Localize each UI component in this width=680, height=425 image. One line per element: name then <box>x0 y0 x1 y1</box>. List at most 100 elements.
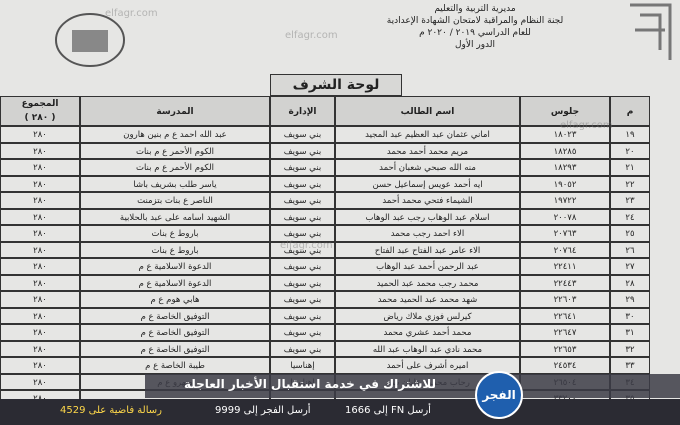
cell: بني سويف <box>270 324 335 341</box>
column-header: جلوس <box>520 96 610 126</box>
cell: باروط ع بنات <box>80 225 270 242</box>
cell: الناصر ع بنات بتزمنت <box>80 192 270 209</box>
cell: التوفيق الخاصة ع م <box>80 324 270 341</box>
banner-headline: للاشتراك في خدمة استقبال الأخبار العاجلة <box>183 377 437 391</box>
cell: ٢٨٠ <box>0 192 80 209</box>
banner-option: رسالة فاضية على 4529 <box>60 405 162 416</box>
cell: اميره أشرف على أحمد <box>335 357 520 374</box>
banner-option: أرسل الفجر إلى 9999 <box>215 405 311 416</box>
cell: الاء عامر عبد الفتاح عبد الفتاح <box>335 241 520 258</box>
cell: الاء احمد رجب محمد <box>335 225 520 242</box>
header-line: للعام الدراسي ٢٠١٩ / ٢٠٢٠ م <box>419 28 531 38</box>
cell: ١٨٠٢٣ <box>520 126 610 143</box>
cell: ٢٤ <box>610 208 650 225</box>
cell: ٢٢٦٤١ <box>520 307 610 324</box>
cell: ٢٢٦٥٣ <box>520 340 610 357</box>
cell: ٣٢ <box>610 340 650 357</box>
cell: ٢٠٠٧٨ <box>520 208 610 225</box>
cell: بني سويف <box>270 159 335 176</box>
cell: بني سويف <box>270 274 335 291</box>
watermark: elfagr.com <box>105 8 158 19</box>
cell: اماني عثمان عبد العظيم عبد المجيد <box>335 126 520 143</box>
cell: ١٩٠٥٢ <box>520 175 610 192</box>
column-label: اسم الطالب <box>400 107 455 117</box>
header-line: الدور الأول <box>454 40 496 50</box>
banner-bottom: أرسل FN إلى 1666 أرسل الفجر إلى 9999 رسا… <box>0 399 680 425</box>
cell: ٢٨٠ <box>0 175 80 192</box>
cell: بني سويف <box>270 175 335 192</box>
cell: ٢٨٠ <box>0 159 80 176</box>
cell: طيبة الخاصة ع م <box>80 357 270 374</box>
cell: ٢٨٠ <box>0 126 80 143</box>
header-line: لجنة النظام والمراقبة لامتحان الشهادة ال… <box>386 16 564 26</box>
cell: ٢٠٧٦٣ <box>520 225 610 242</box>
cell: منه الله صبحي شعبان أحمد <box>335 159 520 176</box>
cell: ٢٨ <box>610 274 650 291</box>
cell: كيرلس فوزي ملاك رياض <box>335 307 520 324</box>
cell: الكوم الأحمر ع م بنات <box>80 159 270 176</box>
cell: محمد رجب محمد عبد الحميد <box>335 274 520 291</box>
title: لوحة الشرف <box>270 74 402 96</box>
cell: بني سويف <box>270 241 335 258</box>
cell: عبد الرحمن أحمد عبد الوهاب <box>335 258 520 275</box>
column-header: الإدارة <box>270 96 335 126</box>
cell: الشهيد اسامه على عبد بالحلابية <box>80 208 270 225</box>
cell: محمد أحمد عشري محمد <box>335 324 520 341</box>
cell: مريم محمد أحمد محمد <box>335 142 520 159</box>
logo: الفجر <box>475 371 523 419</box>
watermark: elfagr.com <box>560 120 613 131</box>
cell: باروط ع بنات <box>80 241 270 258</box>
cell: ٢٢٦٤٧ <box>520 324 610 341</box>
cell: ٢٨٠ <box>0 208 80 225</box>
cell: بني سويف <box>270 291 335 308</box>
cell: ٢٨٠ <box>0 340 80 357</box>
column-max: ( ٢٨٠ ) <box>24 113 56 123</box>
cell: التوفيق الخاصة ع م <box>80 340 270 357</box>
cell: ٢٢٤٤٣ <box>520 274 610 291</box>
cell: الكوم الأحمر ع م بنات <box>80 142 270 159</box>
cell: ٢١ <box>610 159 650 176</box>
watermark: elfagr.com <box>285 30 338 41</box>
cell: ١٨٢٩٣ <box>520 159 610 176</box>
cell: الدعوة الاسلامية ع م <box>80 274 270 291</box>
column-label: الإدارة <box>288 107 317 117</box>
cell: ٢٢٤١١ <box>520 258 610 275</box>
watermark: elfagr.com <box>280 240 333 251</box>
cell: ٢٦ <box>610 241 650 258</box>
cell: ٢٢ <box>610 175 650 192</box>
column-header: اسم الطالب <box>335 96 520 126</box>
emblem <box>55 13 125 67</box>
cell: ٢٥ <box>610 225 650 242</box>
cell: بني سويف <box>270 192 335 209</box>
banner-option: أرسل FN إلى 1666 <box>345 405 431 416</box>
cell: ٢٠ <box>610 142 650 159</box>
cell: ٢٨٠ <box>0 307 80 324</box>
cell: ١٨٢٨٥ <box>520 142 610 159</box>
cell: ٢٩ <box>610 291 650 308</box>
corner-pattern <box>630 3 672 60</box>
cell: إهناسيا <box>270 357 335 374</box>
cell: ايه أحمد عويس إسماعيل حسن <box>335 175 520 192</box>
cell: ٢٣ <box>610 192 650 209</box>
cell: عبد الله احمد ع م بنين هارون <box>80 126 270 143</box>
cell: بني سويف <box>270 142 335 159</box>
cell: ٢٨٠ <box>0 274 80 291</box>
cell: ٣٣ <box>610 357 650 374</box>
cell: ٣٠ <box>610 307 650 324</box>
cell: ٢٨٠ <box>0 225 80 242</box>
cell: بني سويف <box>270 126 335 143</box>
cell: التوفيق الخاصة ع م <box>80 307 270 324</box>
cell: هابي هوم ع م <box>80 291 270 308</box>
column-label: م <box>626 107 634 117</box>
column-label: جلوس <box>550 107 580 117</box>
cell: اسلام عبد الوهاب رجب عبد الوهاب <box>335 208 520 225</box>
cell: ٢٨٠ <box>0 291 80 308</box>
cell: الدعوة الاسلامية ع م <box>80 258 270 275</box>
cell: ١٩٧٢٢ <box>520 192 610 209</box>
cell: ١٩ <box>610 126 650 143</box>
cell: بني سويف <box>270 225 335 242</box>
column-label: المدرسة <box>156 107 194 117</box>
cell: ٢٨٠ <box>0 241 80 258</box>
cell: الشيماء فتحي محمد أحمد <box>335 192 520 209</box>
